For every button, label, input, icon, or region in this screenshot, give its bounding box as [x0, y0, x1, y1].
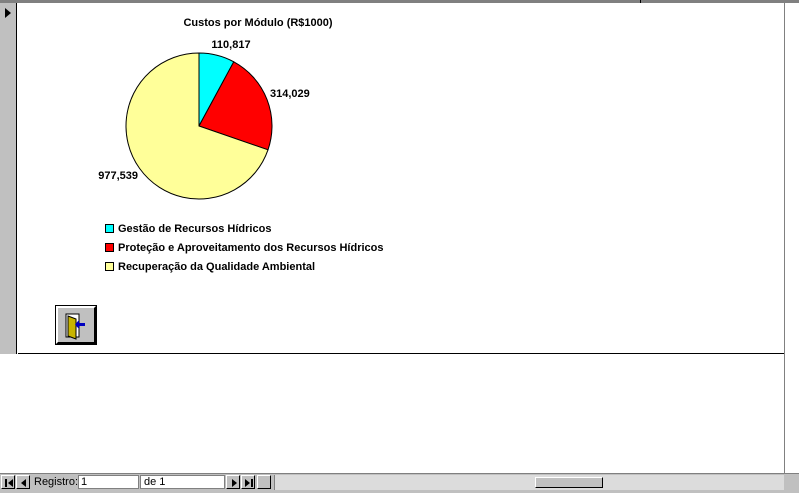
- scrollbar-thumb[interactable]: [535, 477, 603, 488]
- pie-data-labels: 110,817 314,029 977,539: [98, 39, 310, 182]
- next-record-icon: [232, 479, 237, 487]
- record-selector[interactable]: [0, 3, 17, 354]
- legend-item-3: Recuperação da Qualidade Ambiental: [105, 257, 384, 276]
- horizontal-scrollbar[interactable]: [274, 475, 784, 490]
- last-record-icon: [245, 479, 253, 487]
- legend-swatch: [105, 262, 114, 271]
- first-record-button[interactable]: [1, 475, 15, 489]
- exit-button[interactable]: [55, 305, 97, 345]
- new-record-button[interactable]: [257, 475, 271, 489]
- legend-swatch: [105, 224, 114, 233]
- legend-item-2: Proteção e Aproveitamento dos Recursos H…: [105, 238, 384, 257]
- last-record-button[interactable]: [241, 475, 255, 489]
- divider-tick: [640, 0, 641, 4]
- pie-slice-2: [198, 61, 273, 151]
- legend-swatch: [105, 243, 114, 252]
- chart-title: Custos por Módulo (R$1000): [183, 17, 332, 29]
- vertical-edge: [784, 3, 799, 473]
- legend-label: Recuperação da Qualidade Ambiental: [118, 260, 316, 273]
- exit-door-icon: [65, 313, 85, 340]
- pie-slice-3: [125, 52, 269, 200]
- first-record-icon: [5, 479, 13, 487]
- legend-label: Proteção e Aproveitamento dos Recursos H…: [118, 241, 384, 254]
- chart-legend: Gestão de Recursos Hídricos Proteção e Ap…: [105, 219, 384, 276]
- data-label-1: 110,817: [211, 39, 250, 51]
- legend-item-1: Gestão de Recursos Hídricos: [105, 219, 384, 238]
- next-record-button[interactable]: [226, 475, 240, 489]
- data-label-3: 977,539: [98, 170, 138, 182]
- record-label: Registro:: [34, 476, 79, 488]
- form-detail-section: [18, 3, 784, 354]
- previous-record-icon: [21, 479, 26, 487]
- legend-label: Gestão de Recursos Hídricos: [118, 222, 272, 235]
- data-label-2: 314,029: [270, 88, 310, 100]
- record-navigation-bar: Registro: 1 de 1: [0, 473, 799, 493]
- current-record-input[interactable]: 1: [78, 475, 139, 489]
- previous-record-button[interactable]: [16, 475, 30, 489]
- top-border: [0, 0, 799, 3]
- current-record-arrow-icon: [5, 8, 11, 18]
- record-count: de 1: [140, 475, 225, 489]
- pie-chart: Custos por Módulo (R$1000) 110,817 314,02…: [98, 17, 333, 200]
- pie-slices: [125, 52, 273, 200]
